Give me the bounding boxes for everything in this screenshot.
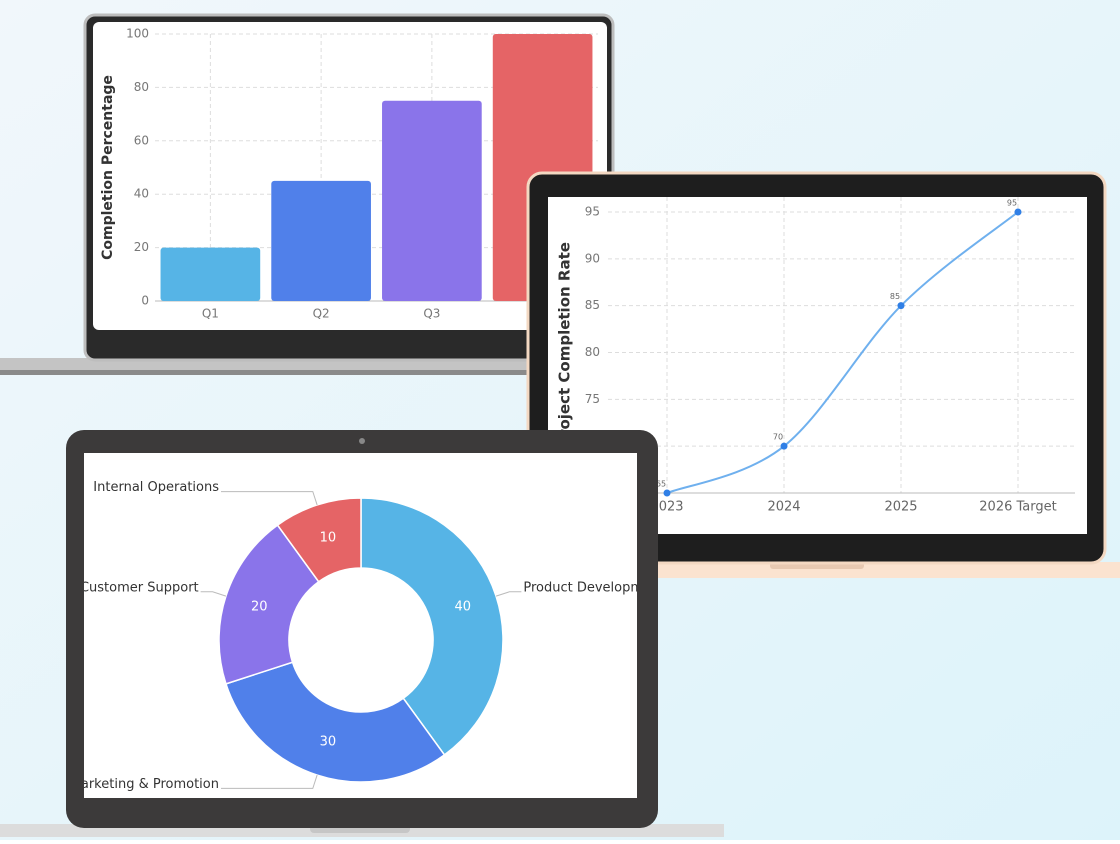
slice [360, 497, 504, 756]
line [666, 211, 1019, 494]
data-label: 30 [320, 734, 337, 749]
point [780, 442, 788, 450]
data-label: 95 [1007, 198, 1017, 207]
category-label: Internal Operations [93, 480, 219, 495]
data-label: 65 [656, 480, 666, 489]
point [1014, 208, 1022, 216]
y-tick-label: 60 [134, 133, 149, 147]
y-tick-label: 80 [134, 80, 149, 94]
y-tick-label: 100 [126, 27, 149, 41]
bar [382, 100, 482, 301]
x-tick-label: Q1 [202, 307, 219, 321]
data-label: 20 [251, 599, 268, 614]
y-tick-label: 20 [134, 240, 149, 254]
y-tick-label: 85 [585, 298, 600, 312]
y-tick-label: 95 [585, 204, 600, 218]
x-tick-label: 2026 Target [979, 500, 1056, 515]
category-label: Product Development [523, 580, 664, 595]
slice [218, 524, 320, 685]
y-tick-label: 0 [141, 294, 149, 308]
bar [271, 180, 371, 301]
laptop-base-edge [0, 370, 560, 375]
x-tick-label: 2023 [650, 500, 683, 515]
point [897, 302, 905, 310]
y-tick-label: 80 [585, 345, 600, 359]
category-label: Customer Support [80, 580, 199, 595]
y-tick-label: 75 [585, 392, 600, 406]
leader-line [221, 491, 318, 506]
camera [359, 438, 365, 444]
laptop-base [520, 562, 1120, 578]
y-tick-label: 40 [134, 187, 149, 201]
x-tick-label: Q2 [313, 307, 330, 321]
data-label: 70 [773, 433, 783, 442]
bar [160, 247, 261, 301]
leader-line [495, 591, 522, 597]
slice [225, 661, 446, 783]
x-tick-label: 2024 [767, 500, 800, 515]
y-axis-label: Project Completion Rate [556, 242, 574, 448]
y-axis-label: Completion Percentage [100, 75, 116, 260]
point [663, 489, 671, 497]
data-label: 85 [890, 292, 900, 301]
y-tick-label: 90 [585, 251, 600, 265]
x-tick-label: Q3 [423, 307, 440, 321]
category-label: Marketing & Promotion [70, 777, 219, 792]
data-label: 10 [320, 531, 337, 546]
data-label: 40 [454, 599, 471, 614]
donut-chart: 40 Product Development 30 Marketing & Promo… [70, 480, 664, 792]
leader-line [221, 774, 318, 789]
x-tick-label: 2025 [884, 500, 917, 515]
slice [276, 497, 362, 583]
bar-chart: 0 20 40 60 80 100 Completion Percentage Q1 Q2 Q3 [100, 27, 598, 321]
leader-line [200, 591, 227, 597]
